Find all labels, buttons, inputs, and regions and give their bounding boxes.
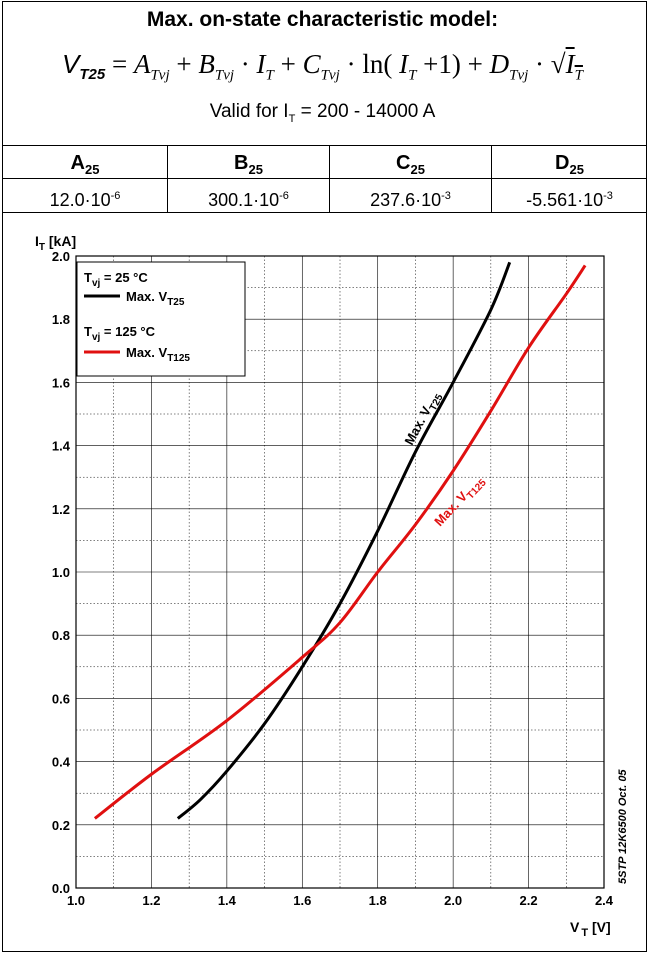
x-tick-label: 2.4 [595,893,614,908]
series-line-vt125 [93,264,587,820]
document-id: 5STP 12K6500 Oct. 05 [617,769,629,884]
model-formula: VT25 = ATvj + BTvj · IT + CTvj · ln( IT … [62,49,583,84]
chart-ticks: 1.0 1.2 1.4 1.6 1.8 2.0 2.2 2.4 0.0 0.2 0.4 0.6 0.8 1… [52,249,614,908]
model-title: Max. on-state characteristic model: [146,8,499,31]
legend-label-125: Max. VT125 [126,345,190,364]
x-tick-label: 1.2 [142,893,160,908]
table-col-divider [491,146,492,212]
x-tick-label: 1.6 [293,893,311,908]
param-header-d: D25 [555,152,584,177]
table-col-divider [329,146,330,212]
annotation-vt25: Max. VT25 [401,388,445,449]
plot-border [75,255,605,889]
y-tick-label: 0.6 [52,691,70,706]
x-tick-label: 1.8 [369,893,387,908]
chart-curves [93,261,587,820]
y-axis-label: IT [kA] [35,233,76,253]
param-value-b: 300.1·10-6 [208,190,289,210]
legend-box [76,261,246,377]
param-value-c: 237.6·10-3 [370,190,451,210]
y-tick-label: 1.2 [52,502,70,517]
chart-legend: Tvj = 25 °C Max. VT25 Tvj = 125 °C Max. … [76,261,246,377]
param-header-b: B25 [234,152,263,177]
x-tick-label: 1.0 [67,893,85,908]
y-tick-label: 0.0 [52,881,70,896]
legend-label-25: Max. VT25 [126,289,185,308]
param-header-c: C25 [396,152,425,177]
param-value-d: -5.561·10-3 [526,190,613,210]
x-tick-label: 2.0 [444,893,462,908]
legend-condition-125: Tvj = 125 °C [84,324,156,343]
y-tick-label: 0.4 [52,755,71,770]
table-col-divider [167,146,168,212]
y-tick-label: 0.2 [52,818,70,833]
validity-range: Valid for IT = 200 - 14000 A [209,101,436,125]
table-header-divider [2,178,647,179]
y-tick-label: 1.4 [52,439,71,454]
y-tick-label: 0.8 [52,628,70,643]
annotation-vt125: Max. VT125 [431,472,489,532]
y-tick-label: 1.0 [52,565,70,580]
param-value-a: 12.0·10-6 [49,190,121,210]
y-tick-label: 1.8 [52,312,70,327]
y-tick-label: 2.0 [52,249,70,264]
table-bottom-border [2,212,647,213]
y-tick-label: 1.6 [52,375,70,390]
param-header-a: A25 [70,152,100,177]
x-tick-label: 2.2 [520,893,538,908]
table-top-border [2,145,647,146]
legend-condition-25: Tvj = 25 °C [84,270,148,289]
series-line-vt25 [176,261,512,820]
x-tick-label: 1.4 [218,893,237,908]
